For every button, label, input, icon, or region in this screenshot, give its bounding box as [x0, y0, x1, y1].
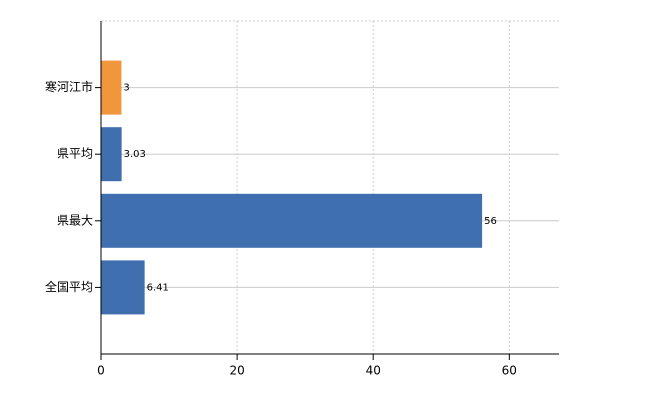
bar [101, 60, 122, 115]
x-tick-label: 0 [97, 364, 105, 378]
value-label: 6.41 [147, 282, 169, 293]
value-label: 3 [123, 83, 129, 94]
x-tick-label: 40 [366, 364, 381, 378]
y-tick-label: 県最大 [57, 213, 93, 227]
x-tick-label: 20 [229, 364, 244, 378]
bar [101, 193, 483, 248]
bar [101, 260, 145, 315]
x-tick-label: 60 [502, 364, 517, 378]
bar [101, 127, 122, 182]
value-label: 3.03 [124, 149, 146, 160]
y-tick-label: 全国平均 [45, 279, 93, 294]
y-tick-label: 県平均 [57, 147, 93, 161]
value-label: 56 [484, 216, 497, 227]
y-tick-label: 寒河江市 [45, 79, 93, 94]
